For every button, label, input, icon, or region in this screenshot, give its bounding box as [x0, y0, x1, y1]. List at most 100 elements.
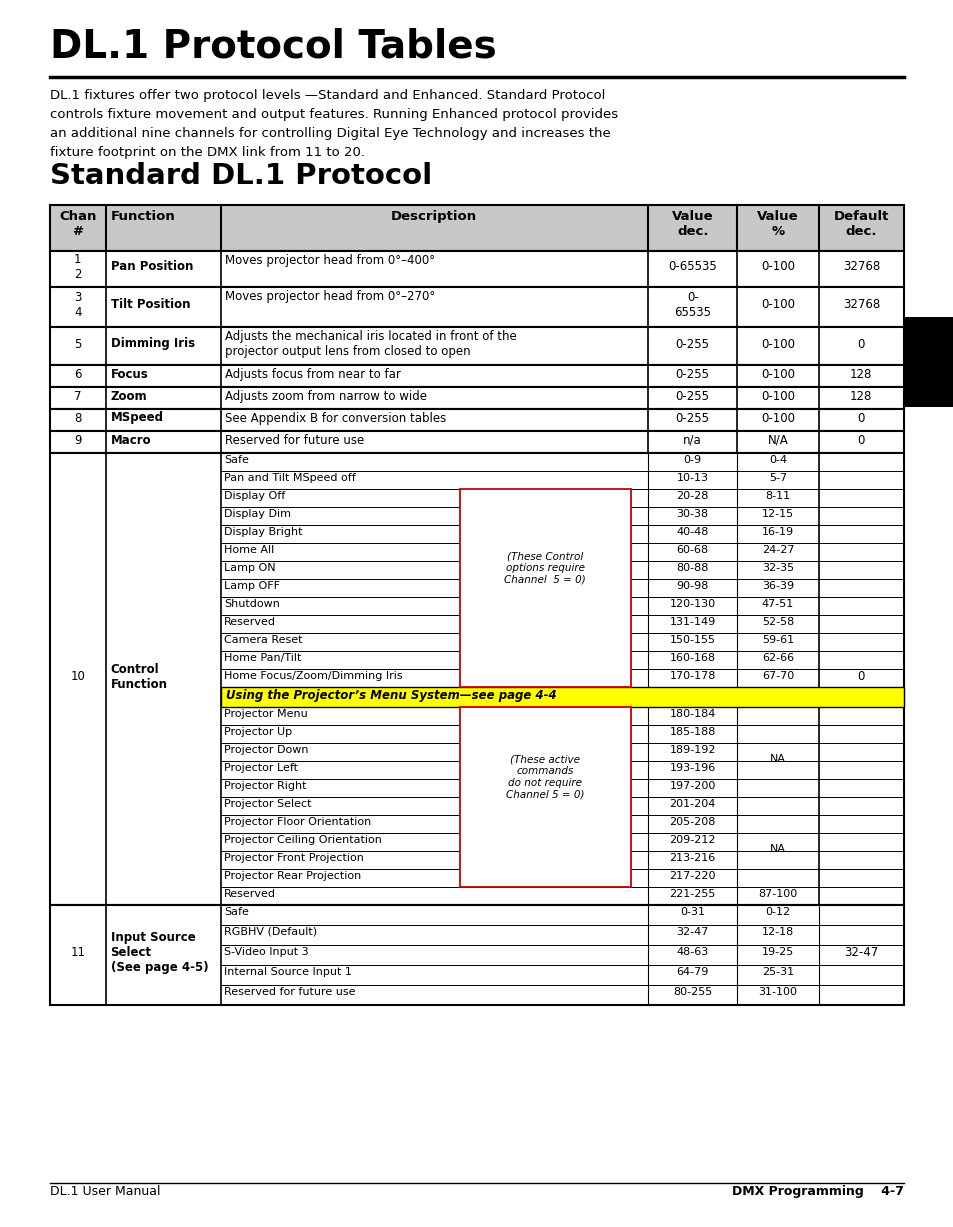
Text: 4: 4 [914, 339, 943, 382]
Text: 0-255: 0-255 [675, 389, 709, 402]
Text: 0-100: 0-100 [760, 260, 794, 274]
Bar [220, 687, 903, 707]
Text: 59-61: 59-61 [761, 636, 793, 645]
Text: 19-25: 19-25 [761, 947, 793, 957]
Text: Projector Ceiling Orientation: Projector Ceiling Orientation [224, 836, 381, 845]
Bar [459, 490, 630, 687]
Text: 16-19: 16-19 [761, 528, 793, 537]
Text: 0-
65535: 0- 65535 [674, 291, 710, 319]
Text: n/a: n/a [682, 433, 701, 447]
Bar [50, 387, 903, 409]
Text: 0-100: 0-100 [760, 411, 794, 425]
Text: 52-58: 52-58 [761, 617, 793, 627]
Text: 32-47: 32-47 [843, 946, 878, 960]
Text: 0: 0 [857, 433, 864, 447]
Text: 185-188: 185-188 [669, 728, 715, 737]
Text: Projector Menu: Projector Menu [224, 709, 307, 719]
Text: 0-100: 0-100 [760, 337, 794, 351]
Text: 209-212: 209-212 [669, 836, 715, 845]
Text: Dimming Iris: Dimming Iris [111, 337, 194, 351]
Text: 25-31: 25-31 [761, 967, 793, 977]
Text: 0: 0 [857, 670, 864, 683]
Text: 32-35: 32-35 [761, 563, 793, 573]
Text: NA: NA [769, 844, 785, 854]
Text: Projector Up: Projector Up [224, 728, 292, 737]
Text: fixture footprint on the DMX link from 11 to 20.: fixture footprint on the DMX link from 1… [50, 146, 365, 160]
Text: Standard DL.1 Protocol: Standard DL.1 Protocol [50, 162, 432, 190]
Text: 87-100: 87-100 [758, 890, 797, 899]
Bar [50, 409, 903, 431]
Text: Adjusts focus from near to far: Adjusts focus from near to far [225, 368, 400, 382]
Text: Reserved for future use: Reserved for future use [225, 434, 364, 447]
Text: an additional nine channels for controlling Digital Eye Technology and increases: an additional nine channels for controll… [50, 128, 610, 140]
Text: 0-100: 0-100 [760, 298, 794, 312]
Text: 160-168: 160-168 [669, 653, 715, 663]
Text: 128: 128 [849, 389, 872, 402]
Text: Projector Floor Orientation: Projector Floor Orientation [224, 817, 371, 827]
Text: (These Control
options require
Channel  5 = 0): (These Control options require Channel 5… [504, 551, 585, 584]
Text: Safe: Safe [224, 455, 249, 465]
Text: Projector Rear Projection: Projector Rear Projection [224, 871, 360, 881]
Text: 0-100: 0-100 [760, 368, 794, 380]
Text: Pan and Tilt MSpeed off: Pan and Tilt MSpeed off [224, 472, 355, 483]
Text: 0-255: 0-255 [675, 411, 709, 425]
Text: Lamp OFF: Lamp OFF [224, 582, 279, 591]
Text: DL.1 fixtures offer two protocol levels —Standard and Enhanced. Standard Protoco: DL.1 fixtures offer two protocol levels … [50, 90, 605, 102]
Text: 47-51: 47-51 [761, 599, 793, 609]
Text: 128: 128 [849, 368, 872, 380]
Text: 7: 7 [74, 389, 81, 402]
Text: 0-9: 0-9 [683, 455, 701, 465]
Text: 20-28: 20-28 [676, 491, 708, 501]
Text: 32-47: 32-47 [676, 928, 708, 937]
Text: 9: 9 [74, 433, 81, 447]
Text: Home All: Home All [224, 545, 274, 555]
Text: Home Pan/Tilt: Home Pan/Tilt [224, 653, 301, 663]
Text: 10-13: 10-13 [676, 472, 708, 483]
Text: 189-192: 189-192 [669, 745, 715, 755]
Text: Default
dec.: Default dec. [833, 210, 888, 238]
Text: 32768: 32768 [841, 260, 879, 274]
Text: Description: Description [391, 210, 476, 223]
Text: See Appendix B for conversion tables: See Appendix B for conversion tables [225, 412, 446, 425]
Text: 31-100: 31-100 [758, 987, 797, 998]
Text: 5: 5 [74, 337, 81, 351]
Bar [50, 287, 903, 328]
Text: 193-196: 193-196 [669, 763, 715, 773]
Text: 201-204: 201-204 [669, 799, 715, 809]
Text: S-Video Input 3: S-Video Input 3 [224, 947, 308, 957]
Text: Home Focus/Zoom/Dimming Iris: Home Focus/Zoom/Dimming Iris [224, 671, 402, 681]
Text: N/A: N/A [767, 433, 787, 447]
Text: Lamp ON: Lamp ON [224, 563, 275, 573]
Text: Control
Function: Control Function [111, 663, 168, 691]
Text: 67-70: 67-70 [761, 671, 793, 681]
Text: 131-149: 131-149 [669, 617, 715, 627]
Text: 0-12: 0-12 [764, 907, 790, 917]
Text: 36-39: 36-39 [761, 582, 793, 591]
Text: MSpeed: MSpeed [111, 411, 163, 425]
Text: 30-38: 30-38 [676, 509, 708, 519]
Bar [50, 431, 903, 453]
Text: Value
%: Value % [757, 210, 798, 238]
Text: Shutdown: Shutdown [224, 599, 279, 609]
Text: 6: 6 [74, 368, 81, 380]
Text: Pan Position: Pan Position [111, 260, 193, 274]
Text: 64-79: 64-79 [676, 967, 708, 977]
Bar [903, 317, 953, 407]
Text: Reserved for future use: Reserved for future use [224, 987, 355, 998]
Text: Input Source
Select
(See page 4-5): Input Source Select (See page 4-5) [111, 931, 208, 974]
Text: 90-98: 90-98 [676, 582, 708, 591]
Text: 180-184: 180-184 [669, 709, 715, 719]
Text: Display Off: Display Off [224, 491, 285, 501]
Text: Adjusts the mechanical iris located in front of the
projector output lens from c: Adjusts the mechanical iris located in f… [225, 330, 516, 358]
Text: 8: 8 [74, 411, 81, 425]
Text: Projector Front Projection: Projector Front Projection [224, 853, 363, 863]
Text: RGBHV (Default): RGBHV (Default) [224, 928, 316, 937]
Text: Chan
#: Chan # [59, 210, 96, 238]
Bar [50, 252, 903, 287]
Text: 12-18: 12-18 [761, 928, 793, 937]
Text: NA: NA [769, 755, 785, 764]
Text: 80-88: 80-88 [676, 563, 708, 573]
Text: 0-31: 0-31 [679, 907, 704, 917]
Text: Macro: Macro [111, 433, 151, 447]
Text: Moves projector head from 0°–400°: Moves projector head from 0°–400° [225, 254, 435, 267]
